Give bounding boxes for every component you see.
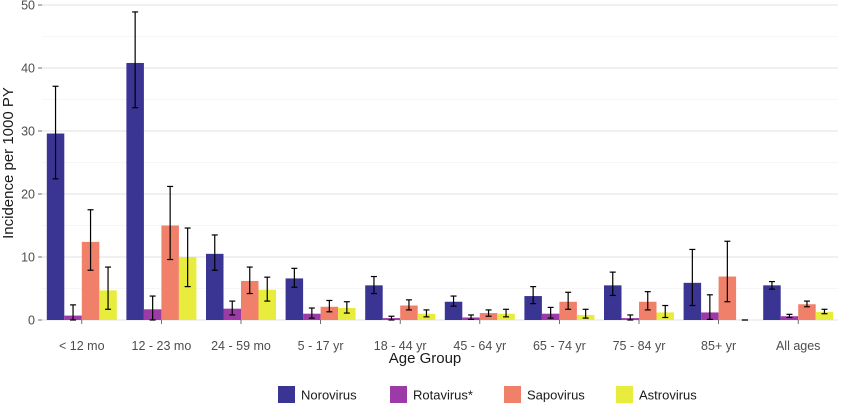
x-tick-label: All ages: [776, 339, 820, 353]
legend-swatch: [504, 386, 521, 403]
x-tick-label: 12 - 23 mo: [132, 339, 192, 353]
legend-label: Sapovirus: [527, 388, 585, 403]
legend-label: Norovirus: [301, 388, 357, 403]
x-axis-title: Age Group: [389, 350, 462, 367]
bar: [81, 241, 100, 320]
legend-swatch: [390, 386, 407, 403]
bar: [258, 289, 276, 320]
bar: [241, 280, 259, 320]
y-tick-label: 50: [21, 0, 35, 13]
bar: [285, 278, 304, 320]
x-axis-ticks: < 12 mo 12 - 23 mo 24 - 59 mo 5 - 17 yr 18 -…: [59, 320, 820, 353]
x-tick-label: 75 - 84 yr: [613, 339, 666, 353]
x-tick-label: < 12 mo: [59, 339, 105, 353]
y-tick-label: 0: [28, 314, 35, 328]
x-tick-label: 24 - 59 mo: [211, 339, 271, 353]
y-tick-label: 10: [21, 251, 35, 265]
y-axis-ticks: 0 10 20 30 40 50: [21, 0, 42, 328]
y-axis-title: Incidence per 1000 PY: [0, 87, 17, 239]
x-tick-label: 45 - 64 yr: [453, 339, 506, 353]
bar: [524, 296, 542, 320]
bar: [798, 304, 816, 320]
bar: [338, 308, 356, 320]
bar: [161, 225, 179, 320]
error-bars: [52, 11, 828, 321]
legend-label: Astrovirus: [639, 388, 697, 403]
y-tick-label: 20: [21, 188, 35, 202]
bar: [365, 285, 383, 320]
y-tick-label: 30: [21, 125, 35, 139]
legend-label: Rotavirus*: [413, 388, 473, 403]
x-tick-label: 18 - 44 yr: [374, 339, 427, 353]
bar: [400, 305, 418, 320]
bar: [444, 301, 463, 320]
x-tick-label: 85+ yr: [701, 339, 736, 353]
legend-swatch: [616, 386, 633, 403]
bar: [780, 316, 799, 320]
y-tick-label: 40: [21, 62, 35, 76]
bar: [126, 62, 144, 321]
bar: [559, 301, 577, 320]
bar: [763, 285, 781, 320]
legend: Norovirus Rotavirus* Sapovirus Astrovirus: [278, 386, 697, 403]
bar: [206, 253, 224, 320]
bar: [604, 285, 622, 320]
bar: [320, 306, 339, 320]
x-tick-label: 65 - 74 yr: [533, 339, 586, 353]
bar: [815, 311, 834, 320]
bar: [46, 133, 65, 320]
bar: [639, 301, 657, 320]
bars: [46, 62, 834, 321]
bar: [178, 257, 197, 320]
x-tick-label: 5 - 17 yr: [298, 339, 344, 353]
legend-swatch: [278, 386, 295, 403]
